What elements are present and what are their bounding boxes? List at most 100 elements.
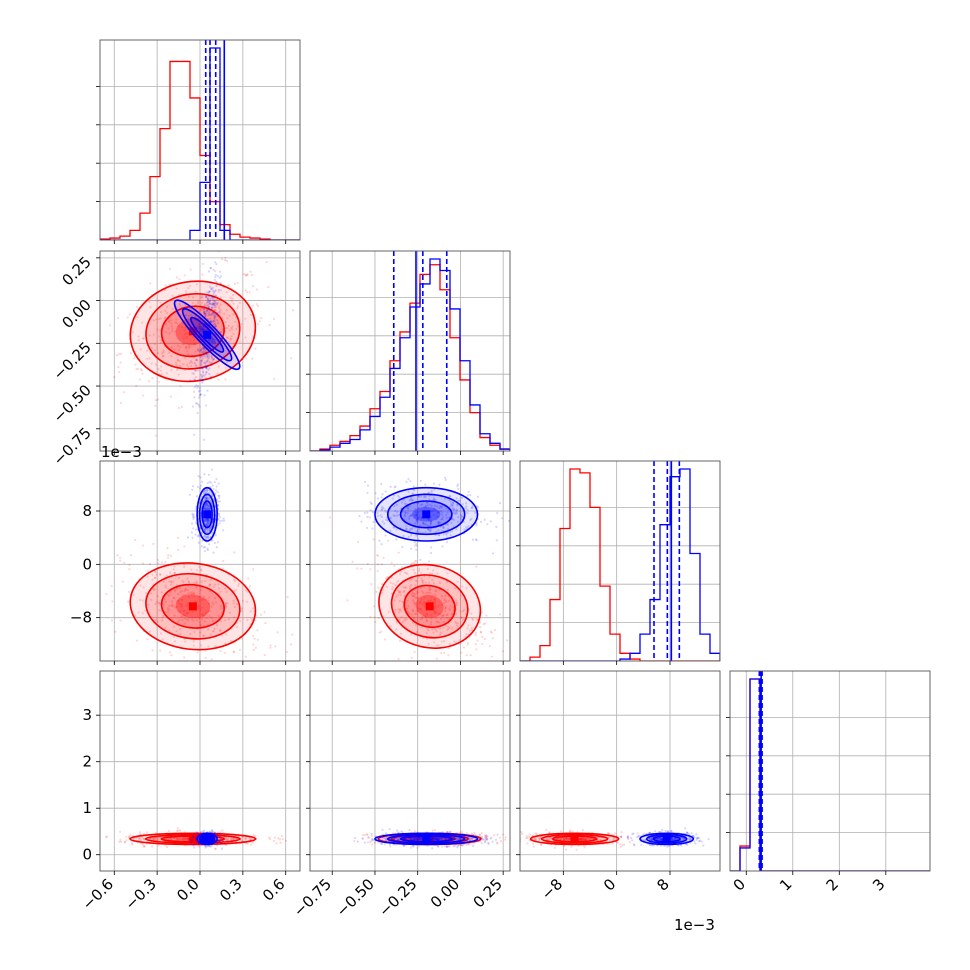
scatter-point	[153, 576, 157, 579]
scatter-point	[389, 845, 392, 848]
density-peak-blue	[203, 330, 212, 339]
scatter-point	[203, 304, 207, 307]
scatter-point	[456, 503, 459, 506]
scatter-point	[213, 831, 216, 834]
scatter-point	[205, 496, 208, 500]
scatter-point	[211, 303, 214, 306]
scatter-point	[119, 401, 123, 405]
scatter-point	[217, 482, 220, 485]
scatter-point	[139, 348, 142, 351]
scatter-point	[439, 627, 442, 631]
scatter-point	[380, 543, 383, 546]
scatter-point	[449, 500, 452, 503]
scatter-point	[207, 536, 210, 539]
scatter-point	[412, 837, 415, 840]
scatter-point	[194, 375, 197, 379]
scatter-point	[426, 524, 429, 527]
scatter-point	[449, 505, 452, 508]
scatter-point	[383, 837, 387, 840]
scatter-point	[213, 304, 216, 307]
panel-content	[310, 251, 510, 451]
scatter-point	[481, 643, 484, 646]
scatter-point	[187, 836, 190, 839]
scatter-point	[202, 546, 205, 549]
scatter-point	[191, 301, 195, 305]
scatter-point	[410, 846, 413, 849]
scatter-point	[224, 837, 228, 840]
scatter-point	[111, 600, 114, 603]
scatter-point	[426, 567, 429, 571]
scatter-point	[353, 839, 356, 843]
scatter-point	[428, 575, 431, 578]
scatter-point	[436, 515, 439, 518]
scatter-point	[150, 362, 153, 365]
scatter-point	[212, 357, 215, 360]
scatter-point	[117, 366, 120, 369]
scatter-point	[491, 637, 494, 640]
scatter-point	[229, 639, 233, 642]
scatter-point	[395, 528, 398, 531]
scatter-point	[466, 832, 469, 835]
scatter-point	[401, 620, 404, 623]
scatter-point	[193, 338, 196, 341]
scatter-point	[430, 620, 433, 624]
scatter-point	[392, 582, 395, 585]
density-peak-blue	[422, 510, 431, 519]
scatter-point	[151, 649, 154, 652]
scatter-point	[167, 553, 170, 557]
scatter-point	[379, 514, 382, 517]
scatter-point	[581, 837, 584, 840]
scatter-point	[394, 583, 397, 586]
scatter-point	[436, 621, 439, 624]
scatter-point	[105, 592, 108, 596]
scatter-point	[206, 521, 209, 524]
scatter-point	[420, 837, 423, 841]
scatter-point	[224, 602, 228, 606]
scatter-point	[192, 592, 195, 595]
scatter-point	[202, 438, 205, 441]
scatter-point	[200, 328, 203, 331]
scatter-point	[412, 485, 416, 488]
scatter-point	[197, 596, 200, 599]
scatter-point	[466, 511, 469, 515]
scatter-point	[204, 313, 207, 316]
scatter-point	[195, 619, 199, 622]
scatter-point	[188, 345, 191, 348]
scatter-point	[160, 619, 164, 622]
scatter-point	[531, 834, 535, 837]
scatter-point	[146, 831, 149, 834]
scatter-point	[264, 621, 267, 625]
scatter-point	[196, 485, 200, 489]
scatter-point	[407, 478, 410, 481]
scatter-point	[449, 534, 452, 537]
scatter-point	[205, 371, 208, 374]
scatter-point	[208, 609, 211, 613]
scatter-point	[559, 837, 563, 841]
scatter-point	[431, 628, 434, 631]
scatter-point	[376, 553, 379, 557]
scatter-point	[437, 845, 440, 848]
scatter-point	[438, 837, 441, 841]
scatter-point	[253, 637, 256, 640]
scatter-point	[213, 322, 217, 326]
scatter-point	[429, 528, 432, 531]
scatter-point	[430, 614, 433, 617]
scatter-point	[225, 309, 228, 312]
scatter-point	[659, 838, 662, 841]
scatter-point	[156, 838, 160, 841]
scatter-point	[148, 562, 152, 566]
scatter-point	[430, 515, 433, 518]
scatter-point	[455, 602, 458, 605]
scatter-point	[213, 308, 217, 312]
scatter-point	[424, 496, 427, 499]
scatter-point	[172, 625, 176, 628]
y-tick-label: 3	[82, 706, 92, 724]
scatter-point	[369, 509, 372, 512]
scatter-point	[456, 520, 460, 523]
scatter-point	[198, 378, 201, 381]
scatter-point	[402, 590, 405, 594]
scatter-point	[187, 344, 190, 347]
scatter-point	[407, 517, 411, 520]
scatter-point	[208, 519, 211, 522]
scatter-point	[429, 520, 432, 523]
